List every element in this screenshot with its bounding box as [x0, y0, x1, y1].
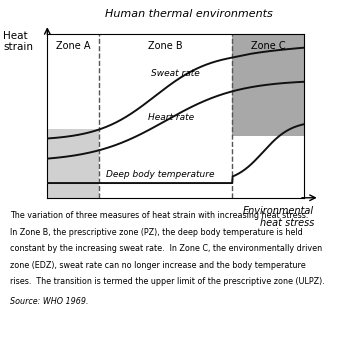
Bar [47, 129, 99, 198]
Text: Heart rate: Heart rate [148, 114, 194, 122]
Text: Zone B: Zone B [148, 41, 183, 51]
Text: In Zone B, the prescriptive zone (PZ), the deep body temperature is held: In Zone B, the prescriptive zone (PZ), t… [10, 228, 303, 237]
Text: Environmental
heat stress: Environmental heat stress [243, 206, 314, 228]
Text: Source: WHO 1969.: Source: WHO 1969. [10, 297, 89, 306]
Text: Human thermal environments: Human thermal environments [105, 9, 272, 19]
Bar [232, 34, 304, 136]
Text: The variation of three measures of heat strain with increasing heat stress.: The variation of three measures of heat … [10, 211, 309, 220]
Text: Zone A: Zone A [56, 41, 90, 51]
Text: zone (EDZ), sweat rate can no longer increase and the body temperature: zone (EDZ), sweat rate can no longer inc… [10, 261, 306, 269]
Text: Heat
strain: Heat strain [3, 31, 33, 52]
Text: rises.  The transition is termed the upper limit of the prescriptive zone (ULPZ): rises. The transition is termed the uppe… [10, 277, 325, 286]
Text: Zone C: Zone C [251, 41, 286, 51]
Text: constant by the increasing sweat rate.  In Zone C, the environmentally driven: constant by the increasing sweat rate. I… [10, 244, 322, 253]
Text: Sweat rate: Sweat rate [151, 69, 200, 78]
Text: Deep body temperature: Deep body temperature [106, 170, 215, 179]
